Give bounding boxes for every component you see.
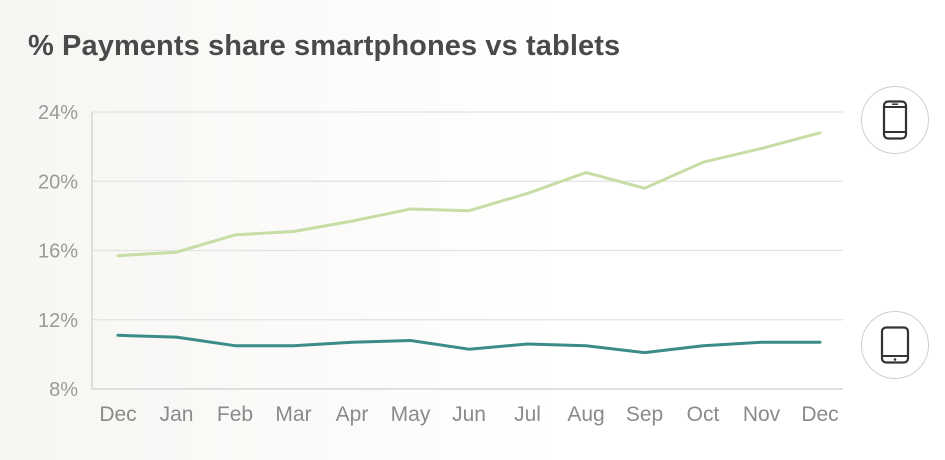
x-tick-label: Jul: [514, 403, 541, 426]
smartphones-line: [116, 131, 822, 258]
x-tick-label: Aug: [567, 403, 604, 426]
x-axis-ticks: Dec Jan Feb Mar Apr May Jun Jul Aug Sep Oct Nov Dec: [99, 403, 838, 426]
x-tick-label: Sep: [626, 403, 663, 426]
x-tick-label: Feb: [217, 403, 253, 426]
x-tick-label: Jun: [452, 403, 486, 426]
x-tick-label: Oct: [687, 403, 720, 426]
x-tick-label: Nov: [743, 403, 781, 426]
tablets-line: [116, 333, 822, 355]
x-tick-label: Dec: [801, 403, 838, 426]
x-tick-label: Jan: [160, 403, 194, 426]
y-tick-label: 12%: [38, 310, 78, 332]
y-tick-label: 16%: [38, 241, 78, 263]
chart-title: % Payments share smartphones vs tablets: [28, 30, 621, 62]
x-tick-label: Mar: [275, 403, 311, 426]
y-tick-label: 20%: [38, 171, 78, 193]
axes: [91, 112, 843, 390]
tablet-legend-badge: [861, 311, 929, 379]
smartphone-icon: [882, 100, 908, 140]
gridlines: [92, 111, 843, 321]
y-tick-label: 24%: [38, 102, 78, 124]
x-tick-label: Apr: [336, 403, 369, 426]
x-tick-label: May: [391, 403, 431, 426]
x-tick-label: Dec: [99, 403, 136, 426]
tablet-icon: [880, 326, 910, 364]
y-tick-label: 8%: [49, 379, 78, 401]
smartphone-legend-badge: [861, 86, 929, 154]
series-lines: [116, 131, 822, 355]
y-axis-ticks: 8% 12% 16% 20% 24%: [38, 102, 78, 401]
